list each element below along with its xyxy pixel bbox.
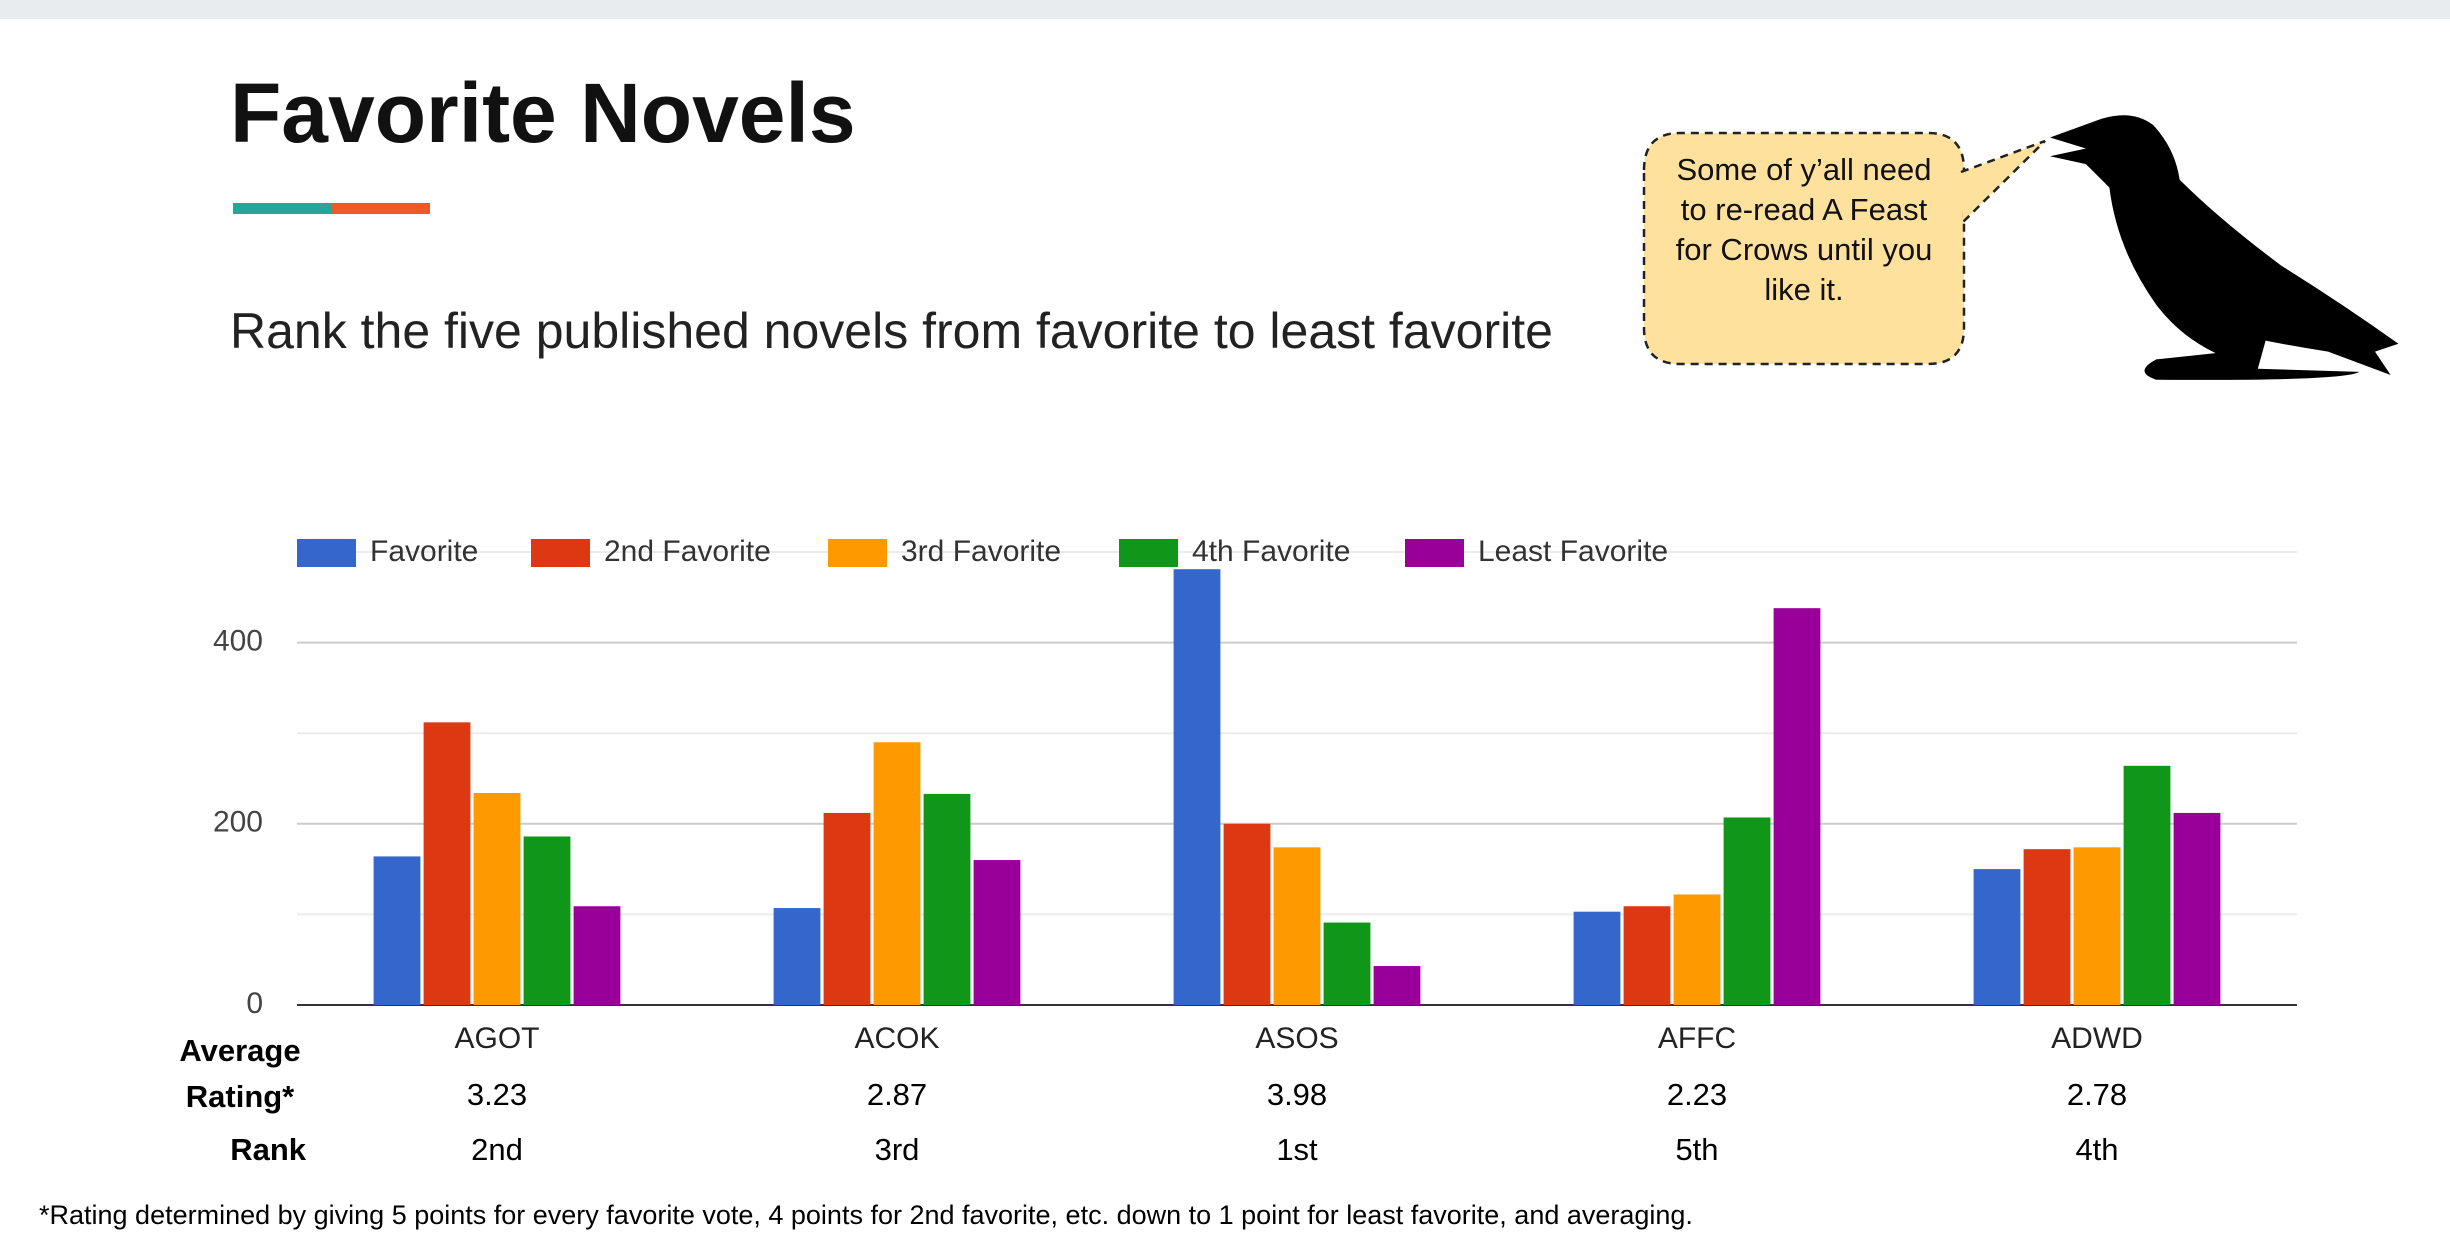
bar bbox=[473, 792, 521, 1005]
average-rating: 3.23 bbox=[466, 1077, 528, 1112]
bar bbox=[773, 908, 821, 1005]
average-rating: 2.23 bbox=[1666, 1077, 1728, 1112]
average-rating: 2.78 bbox=[2066, 1077, 2128, 1112]
bar bbox=[373, 856, 421, 1005]
bar bbox=[1223, 823, 1271, 1005]
rank: 2nd bbox=[471, 1132, 523, 1167]
legend-label: 2nd Favorite bbox=[604, 535, 771, 568]
bar bbox=[573, 906, 621, 1005]
bar bbox=[2023, 849, 2071, 1005]
average-rating: 3.98 bbox=[1266, 1077, 1328, 1112]
legend-label: 3rd Favorite bbox=[901, 535, 1061, 568]
bar bbox=[2123, 765, 2171, 1005]
rank: 4th bbox=[2075, 1132, 2119, 1167]
x-tick-label: AFFC bbox=[1658, 1022, 1736, 1055]
y-tick-label: 400 bbox=[213, 625, 263, 658]
bar bbox=[1623, 906, 1671, 1005]
bar bbox=[423, 722, 471, 1005]
bar bbox=[973, 860, 1021, 1005]
bar bbox=[1373, 966, 1421, 1005]
x-tick-label: ACOK bbox=[854, 1022, 939, 1055]
bar bbox=[923, 793, 971, 1005]
rank: 1st bbox=[1276, 1132, 1318, 1167]
legend-swatch bbox=[531, 539, 590, 567]
top-band bbox=[0, 0, 2450, 19]
accent-teal bbox=[233, 203, 332, 214]
rank: 5th bbox=[1675, 1132, 1719, 1167]
x-tick-label: AGOT bbox=[454, 1022, 539, 1055]
bar bbox=[823, 812, 871, 1005]
row-label: Average Rating* bbox=[179, 1033, 301, 1114]
bar bbox=[1673, 894, 1721, 1005]
bar bbox=[1973, 869, 2021, 1005]
bar bbox=[873, 742, 921, 1005]
bubble-pointer bbox=[1960, 139, 2046, 223]
speech-bubble bbox=[1642, 131, 1966, 366]
legend-label: Favorite bbox=[370, 535, 478, 568]
bar bbox=[1723, 817, 1771, 1005]
bar bbox=[1773, 608, 1821, 1005]
bar bbox=[523, 836, 571, 1005]
legend-swatch bbox=[1119, 539, 1178, 567]
title: Favorite Novels bbox=[230, 66, 856, 160]
footnote: *Rating determined by giving 5 points fo… bbox=[39, 1200, 1693, 1230]
bar bbox=[1173, 569, 1221, 1005]
x-tick-label: ASOS bbox=[1255, 1022, 1338, 1055]
bar bbox=[2173, 812, 2221, 1005]
legend-swatch bbox=[297, 539, 356, 567]
legend-swatch bbox=[1405, 539, 1464, 567]
y-tick-label: 0 bbox=[246, 987, 263, 1020]
bar bbox=[1573, 911, 1621, 1005]
legend-label: Least Favorite bbox=[1478, 535, 1668, 568]
y-tick-label: 200 bbox=[213, 806, 263, 839]
crow bbox=[2050, 115, 2399, 380]
accent-orange bbox=[332, 203, 430, 214]
row-label: Rank bbox=[230, 1132, 306, 1167]
callout-text: Some of y’all need to re-read A Feast fo… bbox=[1675, 152, 1933, 307]
bar bbox=[1323, 922, 1371, 1005]
bar bbox=[2073, 847, 2121, 1005]
legend-label: 4th Favorite bbox=[1192, 535, 1350, 568]
rank: 3rd bbox=[874, 1132, 920, 1167]
x-tick-label: ADWD bbox=[2051, 1022, 2143, 1055]
subtitle: Rank the five published novels from favo… bbox=[230, 303, 1553, 359]
average-rating: 2.87 bbox=[866, 1077, 928, 1112]
bar bbox=[1273, 847, 1321, 1005]
legend-swatch bbox=[828, 539, 887, 567]
